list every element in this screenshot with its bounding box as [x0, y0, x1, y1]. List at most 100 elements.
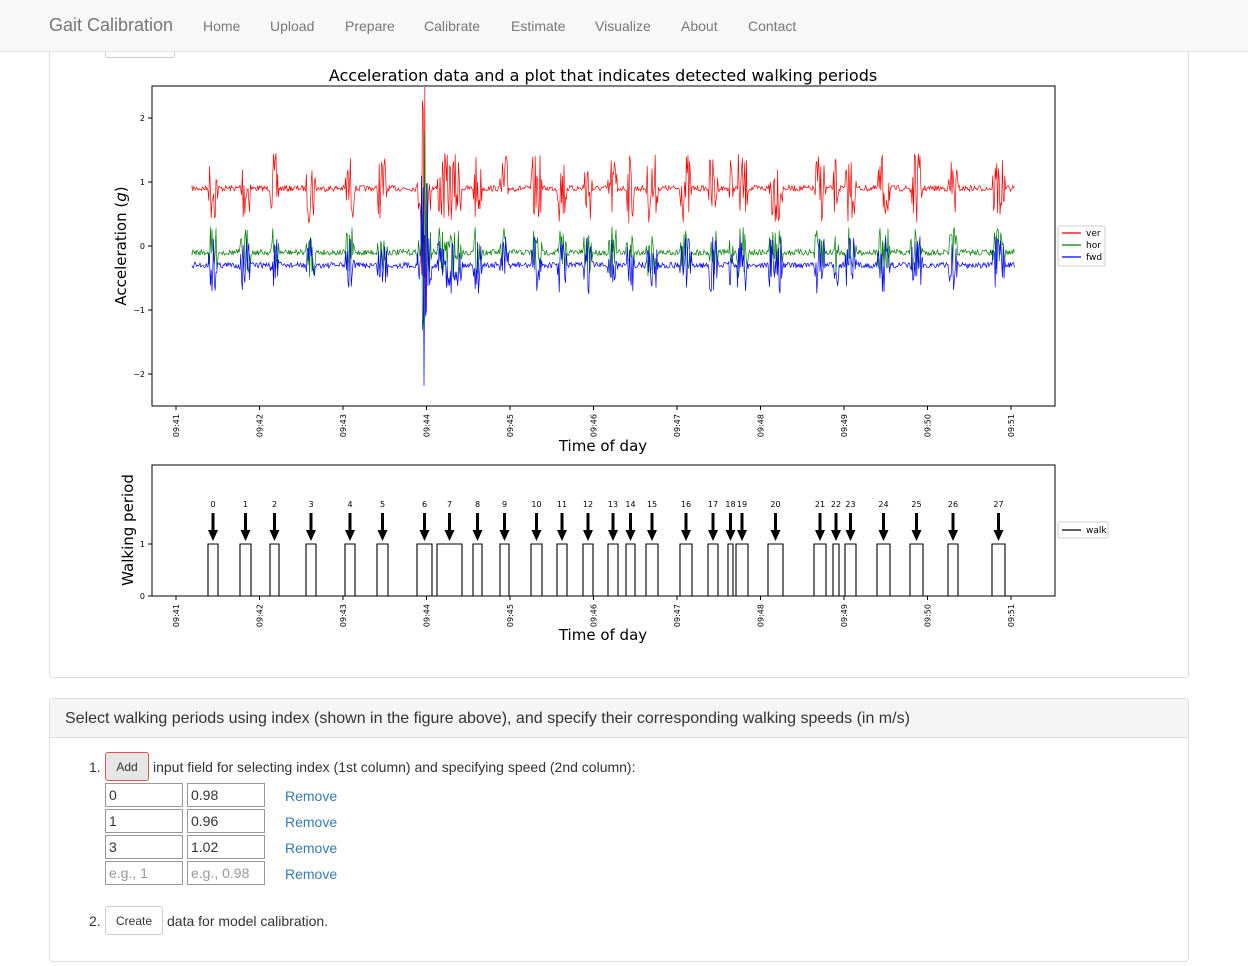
top-x-ticks: 09:41 09:42 09:43 09:44 09:45 09:46 09:47 09:48…	[172, 406, 1016, 437]
period-label: 20	[770, 500, 780, 509]
remove-row-2[interactable]: Remove	[285, 814, 338, 830]
period-arrow-head	[948, 530, 958, 541]
top-y-tick-label: −2	[133, 370, 145, 379]
nav-about[interactable]: About	[681, 18, 718, 34]
step-2-text: data for model calibration.	[167, 913, 329, 929]
period-arrow-head	[770, 530, 781, 541]
top-x-tick-label: 09:41	[172, 414, 181, 437]
nav-visualize[interactable]: Visualize	[595, 18, 651, 34]
speed-input-3[interactable]	[187, 835, 265, 859]
bottom-y-axis-label: Walking period	[119, 474, 137, 586]
bottom-y-tick-label: 1	[140, 540, 145, 549]
period-arrow-head	[681, 530, 691, 541]
period-arrow-head	[583, 530, 593, 541]
period-arrow-head	[444, 530, 455, 541]
series-fwd-line	[191, 175, 1015, 386]
bottom-x-tick-label: 09:49	[840, 604, 849, 627]
speed-input-new[interactable]	[187, 861, 265, 885]
nav-estimate[interactable]: Estimate	[511, 18, 566, 34]
bottom-plot-area	[151, 464, 1056, 597]
period-arrow-head	[306, 530, 316, 541]
period-arrow-head	[269, 530, 280, 541]
nav-prepare[interactable]: Prepare	[345, 18, 395, 34]
figure-title: Acceleration data and a plot that indica…	[329, 66, 877, 85]
bottom-x-tick-label: 09:41	[172, 604, 181, 627]
period-label: 26	[948, 500, 958, 509]
period-arrow-head	[625, 530, 636, 541]
period-label: 12	[583, 500, 593, 509]
step-1-number: 1.	[89, 759, 101, 775]
bottom-y-ticks: 10	[140, 540, 152, 601]
walking-figure: Acceleration data and a plot that indica…	[112, 66, 1109, 644]
period-label: 14	[625, 500, 635, 509]
remove-row-1[interactable]: Remove	[285, 788, 338, 804]
period-arrow-head	[608, 530, 618, 541]
speed-input-2[interactable]	[187, 809, 265, 833]
period-arrow-head	[557, 530, 567, 541]
create-button[interactable]: Create	[105, 906, 163, 935]
period-label: 11	[557, 500, 567, 509]
period-label: 17	[708, 500, 718, 509]
period-label: 27	[993, 500, 1003, 509]
period-arrow-head	[737, 530, 747, 541]
legend-fwd: fwd	[1086, 253, 1102, 263]
period-arrow-head	[993, 530, 1004, 541]
legend-hor: hor	[1086, 241, 1101, 251]
period-label: 6	[422, 500, 427, 509]
period-arrow-head	[208, 530, 218, 541]
series-ver-line	[191, 86, 1015, 314]
top-y-tick-label: −1	[133, 306, 145, 315]
nav-contact[interactable]: Contact	[748, 18, 797, 34]
period-arrow-head	[708, 530, 718, 541]
period-arrow-head	[815, 530, 825, 541]
step-2-number: 2.	[89, 913, 101, 929]
legend-ver: ver	[1086, 229, 1101, 239]
period-label: 25	[911, 500, 921, 509]
bottom-x-tick-label: 09:48	[757, 604, 766, 627]
speed-input-1[interactable]	[187, 783, 265, 807]
index-input-2[interactable]	[105, 809, 183, 833]
nav-calibrate[interactable]: Calibrate	[424, 18, 481, 34]
period-label: 16	[681, 500, 691, 509]
period-arrow-head	[878, 530, 889, 541]
bottom-x-tick-label: 09:51	[1007, 604, 1016, 627]
period-label: 8	[475, 500, 480, 509]
top-legend: ver hor fwd	[1057, 225, 1106, 267]
bottom-y-tick-label: 0	[140, 592, 145, 601]
period-label: 10	[531, 500, 541, 509]
walk-series-line	[192, 543, 1009, 597]
bottom-x-axis-label: Time of day	[558, 626, 647, 644]
index-input-1[interactable]	[105, 783, 183, 807]
period-label: 0	[210, 500, 215, 509]
period-arrow-head	[531, 530, 542, 541]
step-1-text: input field for selecting index (1st col…	[153, 759, 636, 775]
bottom-x-tick-label: 09:42	[256, 604, 265, 627]
period-label: 18	[725, 500, 735, 509]
index-input-new[interactable]	[105, 861, 183, 885]
period-label: 5	[380, 500, 385, 509]
period-label: 2	[272, 500, 277, 509]
period-arrows: 0 1 2 3 4 5 6 7 8 9 10 11 12 13 14 15 16 17 18 19 20 21 22 23 24…	[208, 500, 1004, 541]
top-y-tick-label: 1	[140, 178, 145, 187]
bottom-x-tick-label: 09:44	[423, 604, 432, 627]
nav-upload[interactable]: Upload	[270, 18, 315, 34]
top-x-tick-label: 09:50	[924, 414, 933, 437]
navbar: Gait Calibration Home Upload Prepare Cal…	[0, 0, 1248, 52]
selection-panel-title: Select walking periods using index (show…	[65, 710, 910, 727]
period-arrow-head	[845, 530, 856, 541]
period-label: 1	[243, 500, 248, 509]
top-x-tick-label: 09:46	[590, 414, 599, 437]
period-label: 15	[647, 500, 657, 509]
remove-row-new[interactable]: Remove	[285, 866, 338, 882]
bottom-x-tick-label: 09:47	[673, 604, 682, 627]
index-input-3[interactable]	[105, 835, 183, 859]
remove-row-3[interactable]: Remove	[285, 840, 338, 856]
brand-link[interactable]: Gait Calibration	[49, 15, 174, 35]
top-plot-area	[151, 85, 1056, 407]
top-y-tick-label: 0	[140, 242, 145, 251]
top-x-tick-label: 09:48	[757, 414, 766, 437]
add-button[interactable]: Add	[105, 752, 149, 781]
top-x-tick-label: 09:44	[423, 414, 432, 437]
bottom-x-ticks: 09:41 09:42 09:43 09:44 09:45 09:46 09:47 09:48…	[172, 596, 1016, 627]
nav-home[interactable]: Home	[203, 18, 241, 34]
